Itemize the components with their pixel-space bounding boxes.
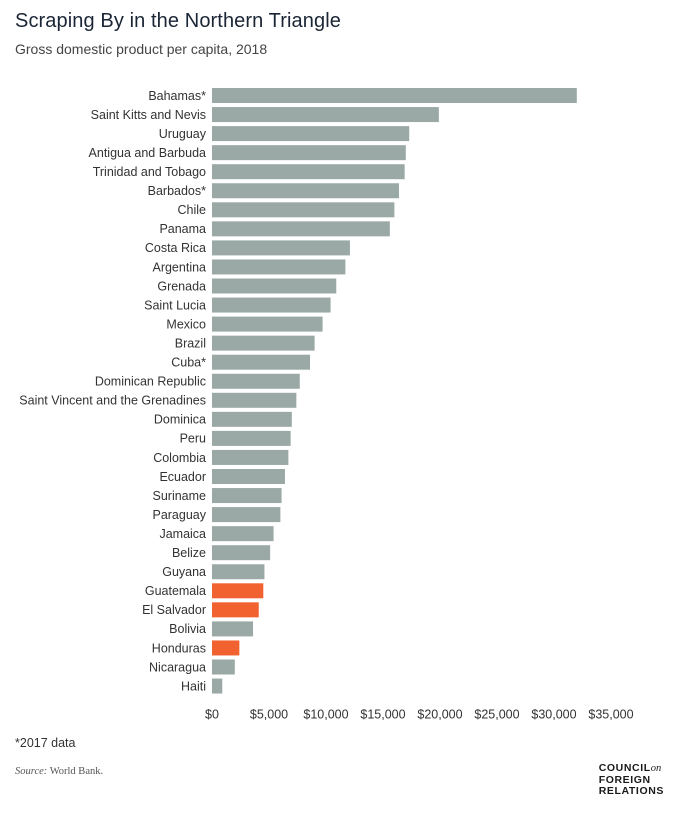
category-label-nicaragua: Nicaragua (149, 660, 206, 674)
x-tick-label: $35,000 (588, 708, 633, 720)
bar-cuba (212, 354, 311, 370)
chart-subtitle: Gross domestic product per capita, 2018 (15, 41, 268, 57)
category-label-honduras: Honduras (152, 641, 206, 655)
category-label-jamaica: Jamaica (159, 527, 206, 541)
category-label-guatemala: Guatemala (145, 584, 206, 598)
source-label: Source: (15, 766, 48, 777)
x-tick-label: $5,000 (250, 708, 288, 720)
logo-line-1-suffix: on (650, 763, 662, 774)
category-label-mexico: Mexico (166, 317, 206, 331)
source-text: World Bank. (49, 766, 104, 777)
bar-el-salvador (212, 602, 259, 618)
x-tick-label: $25,000 (474, 708, 519, 720)
category-label-grenada: Grenada (157, 279, 206, 293)
category-label-saint-vincent-and-the-grenadines: Saint Vincent and the Grenadines (19, 394, 206, 408)
bar-dominica (212, 411, 292, 427)
category-label-chile: Chile (178, 203, 207, 217)
logo-line-2: FOREIGN (598, 773, 651, 786)
category-label-cuba: Cuba* (171, 356, 206, 370)
bar-argentina (212, 259, 346, 275)
bar-antigua-and-barbuda (212, 145, 406, 161)
category-label-peru: Peru (180, 432, 206, 446)
bar-chile (212, 202, 395, 218)
bar-costa-rica (212, 240, 350, 256)
footnote: *2017 data (15, 736, 76, 750)
category-labels-group: Bahamas* Saint Kitts and Nevis Uruguay Anti… (19, 89, 206, 694)
category-label-saint-kitts-and-nevis: Saint Kitts and Nevis (91, 108, 206, 122)
x-tick-label: $0 (205, 708, 219, 720)
category-label-guyana: Guyana (162, 565, 206, 579)
bar-suriname (212, 488, 282, 504)
category-label-barbados: Barbados* (148, 184, 207, 198)
category-label-uruguay: Uruguay (159, 127, 207, 141)
bar-bolivia (212, 621, 254, 637)
bar-mexico (212, 316, 323, 332)
category-label-panama: Panama (159, 222, 206, 236)
bar-ecuador (212, 469, 285, 484)
x-axis-ticks-group: $0 $5,000 $10,000 $15,000 $20,000 $25,000 $30,… (205, 708, 634, 720)
bar-saint-vincent-and-the-grenadines (212, 392, 297, 408)
category-label-dominican-republic: Dominican Republic (95, 375, 206, 389)
category-label-colombia: Colombia (153, 451, 206, 465)
category-label-el-salvador: El Salvador (142, 603, 206, 617)
category-label-costa-rica: Costa Rica (145, 241, 206, 255)
category-label-argentina: Argentina (152, 260, 206, 274)
category-label-saint-lucia: Saint Lucia (144, 298, 206, 312)
source-note: Source: World Bank. (15, 766, 103, 777)
category-label-bahamas: Bahamas* (148, 89, 206, 103)
category-label-paraguay: Paraguay (152, 508, 206, 522)
bar-saint-lucia (212, 297, 331, 313)
bar-bahamas (212, 88, 577, 103)
bar-chart: Bahamas* Saint Kitts and Nevis Uruguay Anti… (19, 88, 634, 720)
category-label-suriname: Suriname (153, 489, 207, 503)
bar-barbados (212, 183, 399, 199)
category-label-dominica: Dominica (154, 413, 206, 427)
x-tick-label: $10,000 (303, 708, 348, 720)
bar-jamaica (212, 526, 274, 542)
x-tick-label: $20,000 (417, 708, 462, 720)
category-label-haiti: Haiti (181, 679, 206, 693)
category-label-brazil: Brazil (175, 336, 206, 350)
x-tick-label: $30,000 (531, 708, 576, 720)
bar-saint-kitts-and-nevis (212, 107, 439, 123)
bar-guyana (212, 564, 265, 580)
cfr-logo: COUNCILon FOREIGN RELATIONS (598, 762, 664, 798)
bar-panama (212, 221, 390, 237)
bar-dominican-republic (212, 373, 300, 389)
bar-paraguay (212, 507, 281, 523)
category-label-ecuador: Ecuador (159, 470, 206, 484)
bar-honduras (212, 640, 240, 656)
bar-guatemala (212, 583, 264, 599)
chart-title: Scraping By in the Northern Triangle (15, 10, 341, 32)
logo-line-3: RELATIONS (598, 785, 664, 797)
category-label-trinidad-and-tobago: Trinidad and Tobago (93, 165, 206, 179)
bar-peru (212, 430, 291, 446)
logo-line-1: COUNCIL (598, 762, 651, 774)
category-label-bolivia: Bolivia (169, 622, 206, 636)
bar-grenada (212, 278, 337, 294)
bar-trinidad-and-tobago (212, 164, 405, 180)
bars-group (212, 88, 577, 694)
bar-brazil (212, 335, 315, 351)
category-label-belize: Belize (172, 546, 206, 560)
bar-nicaragua (212, 659, 235, 675)
bar-haiti (212, 678, 223, 694)
category-label-antigua-and-barbuda: Antigua and Barbuda (89, 146, 207, 160)
bar-colombia (212, 449, 289, 465)
bar-belize (212, 545, 271, 561)
x-tick-label: $15,000 (360, 708, 405, 720)
bar-uruguay (212, 126, 410, 142)
